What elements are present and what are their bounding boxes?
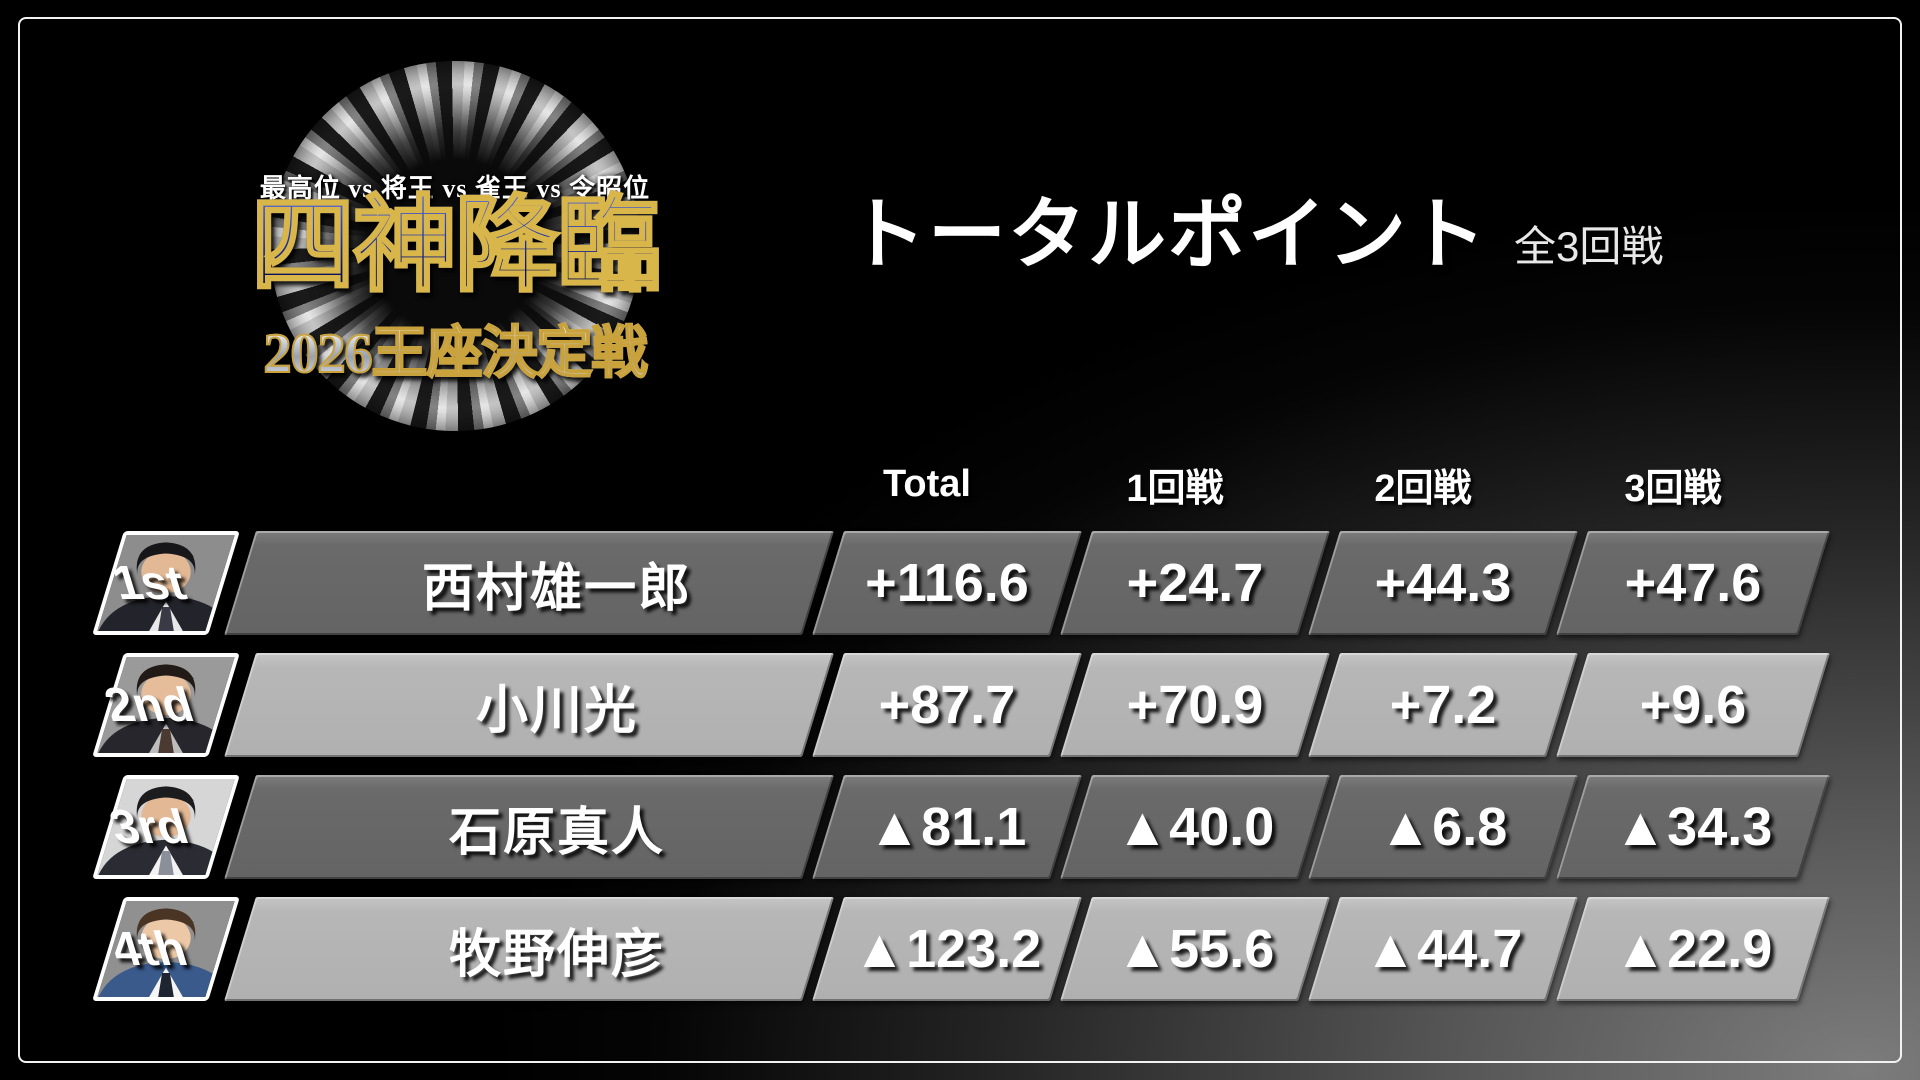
score-round1: +24.7: [1126, 553, 1264, 613]
player-name-bar: 牧野伸彦: [224, 897, 834, 1001]
score-cell-round1: +70.9: [1060, 653, 1330, 757]
score-cell-round2: ▲6.8: [1308, 775, 1578, 879]
table-row: 石原真人 3rd ▲81.1 ▲40.0 ▲6.8 ▲34.3: [0, 775, 1920, 879]
player-photo: [92, 775, 240, 879]
score-round2: +44.3: [1374, 553, 1512, 613]
score-total: +87.7: [878, 675, 1016, 735]
rank-label: 4th: [104, 922, 194, 976]
column-headers: Total 1回戦 2回戦 3回戦: [0, 458, 1920, 510]
score-round2: ▲6.8: [1378, 797, 1508, 857]
score-round1: +70.9: [1126, 675, 1264, 735]
score-round1: ▲55.6: [1115, 919, 1275, 979]
rank-label: 2nd: [98, 678, 200, 732]
score-cell-round1: +24.7: [1060, 531, 1330, 635]
logo-subtitle-text: 2026王座決定戦: [225, 308, 685, 389]
score-cell-round2: +7.2: [1308, 653, 1578, 757]
player-name: 西村雄一郎: [421, 559, 692, 618]
score-cell-total: +87.7: [812, 653, 1082, 757]
rank-label: 1st: [106, 556, 192, 610]
column-header-round3: 3回戦: [1624, 467, 1722, 510]
chrome-wheel-icon: [270, 61, 640, 431]
player-name: 牧野伸彦: [448, 925, 665, 984]
player-name-bar: 石原真人: [224, 775, 834, 879]
player-portrait-icon: [92, 535, 240, 631]
column-header-total: Total: [883, 462, 971, 505]
player-name-bar: 西村雄一郎: [224, 531, 834, 635]
score-round2: ▲44.7: [1363, 919, 1523, 979]
rounds-subtitle: 全3回戦: [1514, 223, 1664, 270]
score-cell-round3: +47.6: [1556, 531, 1830, 635]
score-cell-round2: +44.3: [1308, 531, 1578, 635]
rank-label: 3rd: [103, 800, 195, 854]
score-cell-total: ▲81.1: [812, 775, 1082, 879]
score-cell-round1: ▲40.0: [1060, 775, 1330, 879]
player-photo: [92, 897, 240, 1001]
player-name: 小川光: [475, 681, 638, 740]
page-title: トータルポイント: [848, 190, 1489, 278]
logo-title-text: 四神降臨: [225, 188, 685, 306]
score-cell-total: +116.6: [812, 531, 1082, 635]
table-rows: 西村雄一郎 1st +116.6 +24.7 +44.3 +47.6: [0, 531, 1920, 1019]
player-name: 石原真人: [448, 803, 665, 862]
column-header-round2: 2回戦: [1374, 467, 1472, 510]
score-cell-round2: ▲44.7: [1308, 897, 1578, 1001]
score-cell-round3: ▲34.3: [1556, 775, 1830, 879]
score-round3: +9.6: [1639, 675, 1747, 735]
score-cell-round1: ▲55.6: [1060, 897, 1330, 1001]
score-total: ▲81.1: [867, 797, 1027, 857]
score-round3: ▲22.9: [1613, 919, 1773, 979]
player-name-bar: 小川光: [224, 653, 834, 757]
score-round3: +47.6: [1624, 553, 1762, 613]
score-round2: +7.2: [1389, 675, 1497, 735]
logo-matchup-text: 最高位 vs 将王 vs 雀王 vs 令昭位: [259, 174, 651, 203]
table-row: 小川光 2nd +87.7 +70.9 +7.2 +9.6: [0, 653, 1920, 757]
player-portrait-icon: [92, 779, 240, 875]
score-cell-round3: ▲22.9: [1556, 897, 1830, 1001]
tournament-logo: 最高位 vs 将王 vs 雀王 vs 令昭位 四神降臨 2026王座決定戦: [225, 30, 685, 460]
score-total: ▲123.2: [852, 919, 1042, 979]
score-cell-total: ▲123.2: [812, 897, 1082, 1001]
score-cell-round3: +9.6: [1556, 653, 1830, 757]
page-title-bar: トータルポイント 全3回戦: [848, 172, 1663, 284]
score-total: +116.6: [865, 553, 1029, 613]
score-round3: ▲34.3: [1613, 797, 1773, 857]
table-row: 西村雄一郎 1st +116.6 +24.7 +44.3 +47.6: [0, 531, 1920, 635]
table-row: 牧野伸彦 4th ▲123.2 ▲55.6 ▲44.7 ▲22.9: [0, 897, 1920, 1001]
score-round1: ▲40.0: [1115, 797, 1275, 857]
player-photo: [92, 531, 240, 635]
column-header-round1: 1回戦: [1126, 467, 1224, 510]
